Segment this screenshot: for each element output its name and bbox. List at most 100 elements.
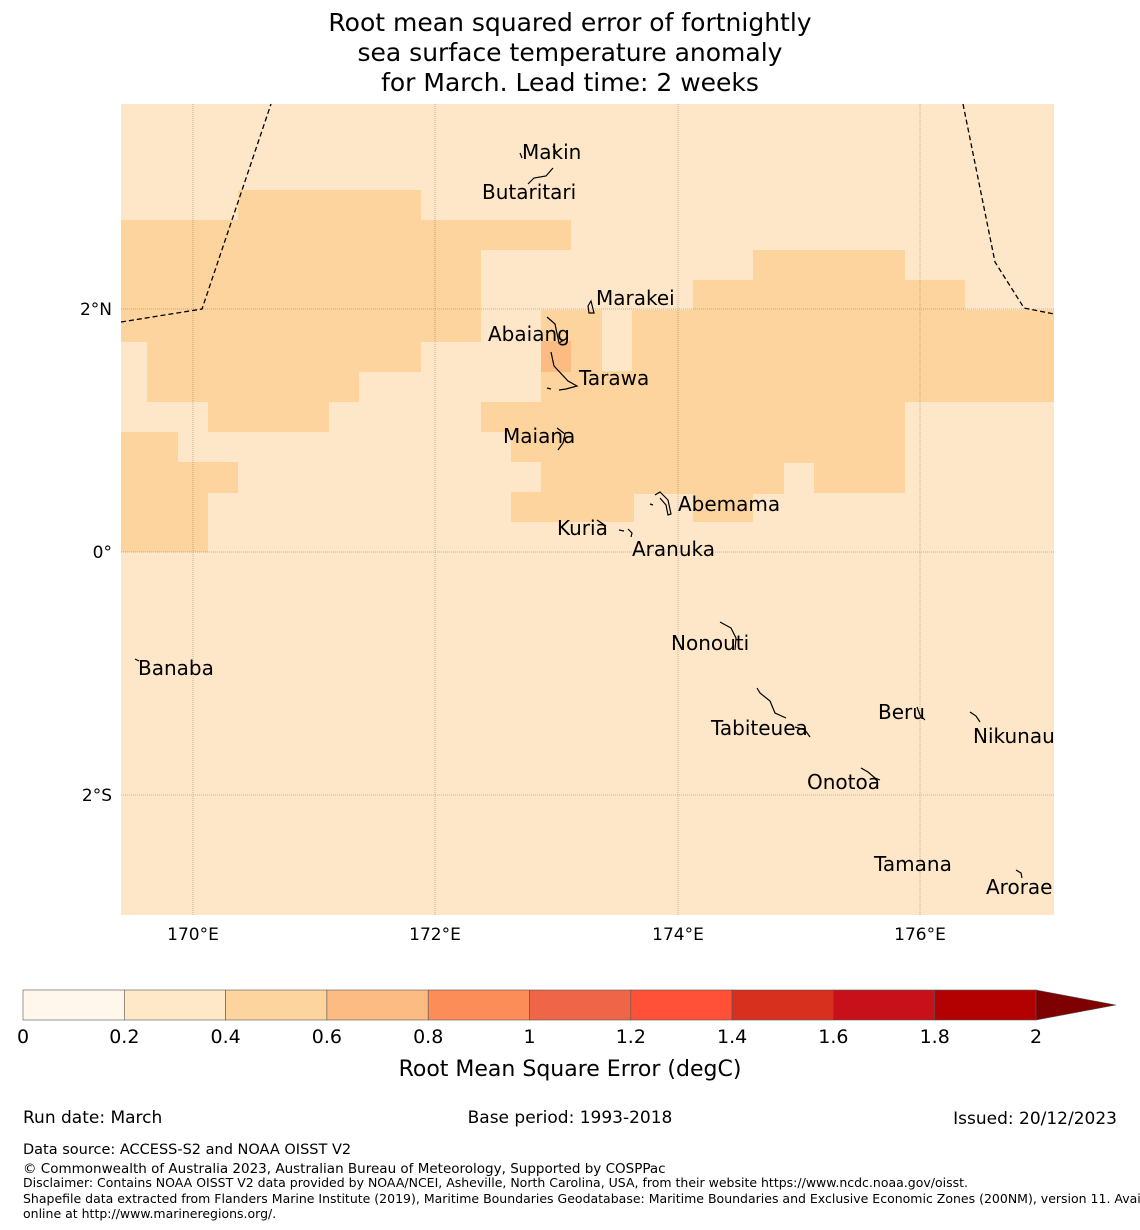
island-tabiteuea-shape (756, 687, 811, 738)
colorbar-segment (529, 989, 632, 1021)
island-nikunau-shape (969, 711, 981, 723)
island-makin-shape (519, 145, 557, 159)
rmse-cell (814, 462, 905, 493)
island-label-tamana: Tamana (873, 852, 952, 876)
colorbar: 0 0.2 0.4 0.6 0.8 1 1.2 1.4 1.6 1.8 2 Root Mean Sq… (17, 989, 1117, 1082)
colorbar-tick-label: 0.4 (210, 1026, 240, 1048)
rmse-0-2-0-4-cutouts (905, 402, 1054, 463)
colorbar-tick-label: 0 (17, 1026, 29, 1048)
rmse-cell (693, 492, 753, 522)
rmse-cell (420, 220, 481, 342)
island-tarawa-shape (546, 351, 579, 391)
island-label-makin: Makin (522, 140, 581, 164)
island-label-marakei: Marakei (596, 286, 675, 310)
island-coastlines (134, 145, 1023, 879)
colorbar-segment (731, 989, 834, 1021)
colorbar-segments (22, 989, 1117, 1021)
island-onotoa-shape (860, 767, 881, 781)
colorbar-segment (225, 989, 328, 1021)
island-abaiang-shape (546, 316, 565, 344)
colorbar-tick-label: 1.2 (616, 1026, 646, 1048)
shapefile-credit-line-1: Shapefile data extracted from Flanders M… (23, 1191, 1140, 1206)
island-label-tarawa: Tarawa (578, 366, 649, 390)
island-abemama-shape (649, 491, 672, 516)
island-aranuka-shape (618, 528, 633, 538)
rmse-cell (121, 432, 178, 552)
colorbar-tick-label: 1.8 (920, 1026, 950, 1048)
title-line-1: Root mean squared error of fortnightly (328, 8, 812, 37)
data-source: Data source: ACCESS-S2 and NOAA OISST V2 (23, 1142, 352, 1158)
colorbar-label: Root Mean Square Error (degC) (399, 1057, 742, 1082)
colorbar-segment (124, 989, 226, 1021)
title-line-2: sea surface temperature anomaly (357, 38, 783, 67)
x-tick-174e: 174°E (652, 925, 704, 945)
axis-ticks: 170°E 172°E 174°E 176°E 2°N 0° 2°S (80, 300, 946, 945)
rmse-cell (147, 340, 359, 402)
run-date: Run date: March (23, 1108, 163, 1128)
rmse-cell (693, 280, 965, 311)
colorbar-tick-label: 2 (1030, 1026, 1042, 1048)
rmse-cell (480, 220, 571, 250)
colorbar-tick-label: 1.4 (717, 1026, 747, 1048)
island-labels: Makin Butaritari Marakei Abaiang Tarawa … (138, 140, 1055, 899)
island-marakei-shape (587, 299, 595, 314)
colorbar-extend-arrow (1035, 989, 1117, 1021)
rmse-cell (208, 400, 329, 432)
graticule (121, 104, 1054, 915)
colorbar-ticks: 0 0.2 0.4 0.6 0.8 1 1.2 1.4 1.6 1.8 2 (17, 1026, 1042, 1048)
colorbar-segment (630, 989, 733, 1021)
y-tick-2n: 2°N (80, 300, 112, 320)
eez-boundary-east (962, 103, 1055, 315)
eez-boundary-west (120, 103, 272, 323)
rmse-0-6-0-8-cell (541, 341, 571, 372)
colorbar-segment (427, 989, 530, 1021)
colorbar-tick-label: 0.6 (312, 1026, 342, 1048)
x-tick-176e: 176°E (894, 925, 946, 945)
island-label-butaritari: Butaritari (482, 180, 576, 204)
rmse-0-4-0-6-regions (121, 190, 1054, 552)
y-tick-0: 0° (93, 543, 112, 563)
rmse-cell (121, 220, 241, 342)
colorbar-tick-label: 0.8 (413, 1026, 443, 1048)
island-label-arorae: Arorae (986, 875, 1052, 899)
island-banaba-shape (134, 658, 140, 662)
rmse-cell (176, 491, 208, 552)
island-label-tabiteuea: Tabiteuea (710, 716, 808, 740)
island-label-onotoa: Onotoa (807, 770, 880, 794)
island-maiana-shape (556, 427, 566, 451)
island-butaritari-shape (527, 167, 554, 185)
island-label-abemama: Abemama (678, 492, 780, 516)
rmse-cell (753, 250, 905, 281)
island-label-aranuka: Aranuka (632, 537, 715, 561)
shapefile-credit-line-2: online at http://www.marineregions.org/. (23, 1206, 277, 1221)
title-line-3: for March. Lead time: 2 weeks (381, 68, 759, 97)
y-tick-2s: 2°S (82, 786, 112, 806)
island-nonouti-shape (719, 621, 737, 651)
island-kuria-shape (596, 519, 607, 527)
eez-boundaries (120, 103, 1055, 323)
rmse-cell (481, 402, 511, 432)
rmse-cell (511, 402, 542, 462)
colorbar-segment (833, 989, 936, 1021)
copyright: © Commonwealth of Australia 2023, Austra… (23, 1161, 666, 1177)
island-label-nikunau: Nikunau (973, 724, 1055, 748)
island-beru-shape (916, 706, 926, 721)
base-period: Base period: 1993-2018 (467, 1108, 673, 1128)
colorbar-segment (934, 989, 1037, 1021)
rmse-cell (1024, 402, 1054, 463)
chart-title: Root mean squared error of fortnightly s… (0, 8, 1140, 98)
island-label-maiana: Maiana (503, 424, 575, 448)
x-tick-170e: 170°E (167, 925, 219, 945)
rmse-cell (600, 371, 634, 522)
disclaimer: Disclaimer: Contains NOAA OISST V2 data … (23, 1175, 968, 1190)
rmse-cell (632, 462, 784, 494)
island-label-beru: Beru (878, 700, 925, 724)
island-label-abaiang: Abaiang (488, 322, 570, 346)
colorbar-tick-label: 0.2 (109, 1026, 139, 1048)
island-label-nonouti: Nonouti (671, 631, 749, 655)
rmse-cell (1024, 310, 1054, 402)
colorbar-tick-label: 1 (523, 1026, 535, 1048)
rmse-cell (511, 492, 542, 522)
rmse-cell (905, 402, 1025, 463)
